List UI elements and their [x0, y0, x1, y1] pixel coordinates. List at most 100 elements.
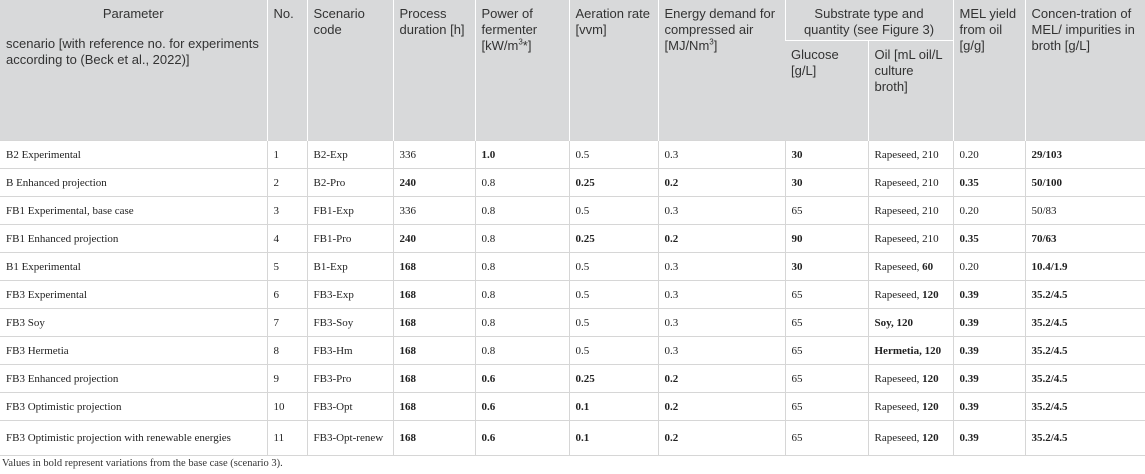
- table-body: B2 Experimental 1 B2-Exp 336 1.0 0.5 0.3…: [0, 140, 1145, 456]
- cell-scenario: FB3 Experimental: [0, 280, 267, 309]
- cell-concentration: 50/100: [1024, 168, 1145, 197]
- cell-energy: 0.3: [657, 336, 785, 365]
- cell-aeration: 0.5: [568, 140, 658, 169]
- cell-duration: 336: [392, 140, 475, 169]
- cell-aeration: 0.5: [568, 252, 658, 281]
- table-row: FB3 Experimental 6 FB3-Exp 168 0.8 0.5 0…: [0, 280, 1145, 309]
- cell-oil: Rapeseed, 210: [867, 196, 953, 225]
- cell-duration: 168: [392, 336, 475, 365]
- header-aeration: Aeration rate [vvm]: [568, 0, 658, 141]
- cell-no: 7: [266, 308, 307, 337]
- cell-yield: 0.39: [952, 420, 1025, 456]
- cell-aeration: 0.5: [568, 308, 658, 337]
- cell-power: 1.0: [474, 140, 569, 169]
- cell-code: FB1-Exp: [306, 196, 393, 225]
- header-substrate: Substrate type and quantity (see Figure …: [784, 0, 953, 41]
- table-row: FB3 Soy 7 FB3-Soy 168 0.8 0.5 0.3 65 Soy…: [0, 308, 1145, 337]
- header-scenario-desc: scenario [with reference no. for experim…: [6, 36, 259, 67]
- cell-concentration: 29/103: [1024, 140, 1145, 169]
- cell-scenario: FB3 Optimistic projection: [0, 392, 267, 421]
- cell-power: 0.8: [474, 280, 569, 309]
- cell-concentration: 35.2/4.5: [1024, 364, 1145, 393]
- cell-no: 11: [266, 420, 307, 456]
- table-row: FB1 Enhanced projection 4 FB1-Pro 240 0.…: [0, 224, 1145, 253]
- cell-no: 9: [266, 364, 307, 393]
- table-row: FB3 Optimistic projection with renewable…: [0, 420, 1145, 456]
- table-header: Parameter scenario [with reference no. f…: [0, 0, 1145, 141]
- header-power-sup: 3: [518, 37, 523, 47]
- cell-yield: 0.39: [952, 336, 1025, 365]
- cell-yield: 0.39: [952, 308, 1025, 337]
- cell-duration: 168: [392, 280, 475, 309]
- cell-power: 0.6: [474, 392, 569, 421]
- header-energy-tail: ]: [713, 38, 718, 53]
- cell-oil-type: Rapeseed,: [874, 260, 923, 273]
- cell-duration: 240: [392, 224, 475, 253]
- cell-glucose: 65: [784, 364, 868, 393]
- cell-duration: 336: [392, 196, 475, 225]
- cell-no: 6: [266, 280, 307, 309]
- cell-yield: 0.35: [952, 168, 1025, 197]
- cell-scenario: B Enhanced projection: [0, 168, 267, 197]
- cell-energy: 0.2: [657, 168, 785, 197]
- cell-no: 1: [266, 140, 307, 169]
- cell-code: FB3-Exp: [306, 280, 393, 309]
- cell-yield: 0.20: [952, 140, 1025, 169]
- cell-power: 0.8: [474, 196, 569, 225]
- cell-power: 0.8: [474, 224, 569, 253]
- header-power-text: Power of fermenter [kW/m: [481, 6, 538, 53]
- table-row: FB3 Enhanced projection 9 FB3-Pro 168 0.…: [0, 364, 1145, 393]
- cell-concentration: 50/83: [1024, 196, 1145, 225]
- table-row: B1 Experimental 5 B1-Exp 168 0.8 0.5 0.3…: [0, 252, 1145, 281]
- cell-oil-type: Rapeseed,: [874, 432, 923, 444]
- cell-duration: 168: [392, 252, 475, 281]
- cell-energy: 0.2: [657, 392, 785, 421]
- cell-yield: 0.39: [952, 280, 1025, 309]
- cell-scenario: B2 Experimental: [0, 140, 267, 169]
- header-power-tail: *]: [522, 38, 532, 53]
- cell-code: FB3-Hm: [306, 336, 393, 365]
- cell-oil-type: Rapeseed,: [874, 288, 923, 301]
- table-row: FB1 Experimental, base case 3 FB1-Exp 33…: [0, 196, 1145, 225]
- cell-scenario: FB3 Optimistic projection with renewable…: [0, 420, 267, 456]
- table-footnote: Values in bold represent variations from…: [2, 458, 283, 469]
- cell-power: 0.8: [474, 308, 569, 337]
- cell-energy: 0.3: [657, 140, 785, 169]
- cell-aeration: 0.1: [568, 392, 658, 421]
- cell-code: FB3-Opt: [306, 392, 393, 421]
- table-row: FB3 Hermetia 8 FB3-Hm 168 0.8 0.5 0.3 65…: [0, 336, 1145, 365]
- cell-oil-amount: 120: [922, 432, 939, 444]
- table-row: FB3 Optimistic projection 10 FB3-Opt 168…: [0, 392, 1145, 421]
- cell-power: 0.6: [474, 420, 569, 456]
- cell-glucose: 65: [784, 392, 868, 421]
- cell-oil: Rapeseed, 120: [867, 392, 953, 421]
- header-glucose: Glucose [g/L]: [785, 40, 868, 141]
- cell-concentration: 35.2/4.5: [1024, 308, 1145, 337]
- cell-concentration: 70/63: [1024, 224, 1145, 253]
- cell-aeration: 0.25: [568, 364, 658, 393]
- cell-power: 0.8: [474, 336, 569, 365]
- header-code: Scenario code: [306, 0, 393, 141]
- cell-oil: Rapeseed, 120: [867, 280, 953, 309]
- cell-oil: Rapeseed, 210: [867, 140, 953, 169]
- cell-code: FB1-Pro: [306, 224, 393, 253]
- cell-oil-type: Rapeseed,: [874, 400, 923, 413]
- cell-glucose: 65: [784, 420, 868, 456]
- cell-energy: 0.3: [657, 196, 785, 225]
- cell-energy: 0.3: [657, 252, 785, 281]
- cell-power: 0.6: [474, 364, 569, 393]
- cell-scenario: B1 Experimental: [0, 252, 267, 281]
- cell-energy: 0.3: [657, 280, 785, 309]
- cell-oil-amount: 120: [922, 372, 939, 385]
- cell-glucose: 65: [784, 308, 868, 337]
- header-oil: Oil [mL oil/L culture broth]: [867, 40, 953, 141]
- cell-aeration: 0.5: [568, 280, 658, 309]
- cell-aeration: 0.1: [568, 420, 658, 456]
- header-power: Power of fermenter [kW/m3*]: [474, 0, 569, 141]
- table-row: B Enhanced projection 2 B2-Pro 240 0.8 0…: [0, 168, 1145, 197]
- cell-duration: 168: [392, 308, 475, 337]
- header-energy: Energy demand for compressed air [MJ/Nm3…: [657, 0, 785, 141]
- scenario-parameter-table: Parameter scenario [with reference no. f…: [0, 0, 1145, 456]
- cell-yield: 0.20: [952, 196, 1025, 225]
- cell-glucose: 90: [784, 224, 868, 253]
